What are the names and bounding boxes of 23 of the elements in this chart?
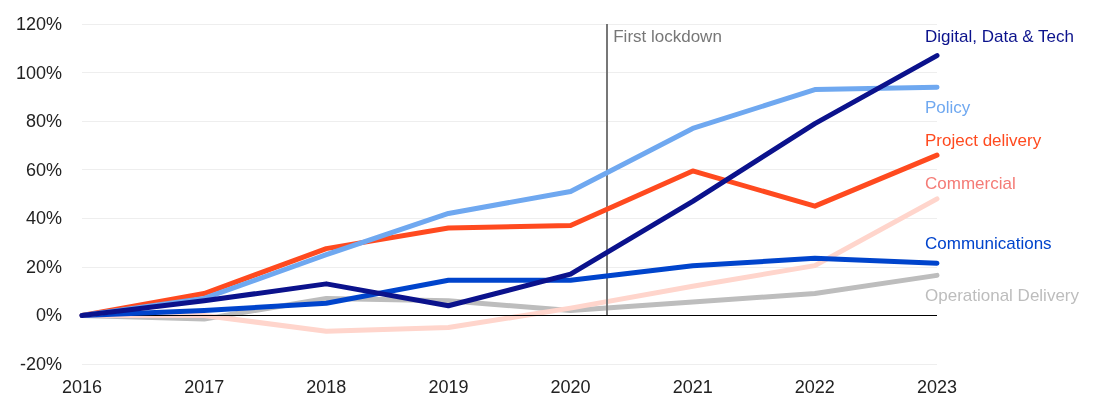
y-tick-label: 60% <box>25 159 62 180</box>
x-tick-label: 2020 <box>550 377 591 397</box>
series-label: Digital, Data & Tech <box>925 27 1074 47</box>
series-label: Policy <box>925 97 971 117</box>
y-tick-label: 40% <box>25 208 62 229</box>
x-tick-label: 2016 <box>61 377 103 397</box>
x-tick-label: 2022 <box>794 377 835 397</box>
y-tick-label: 120% <box>15 14 62 34</box>
y-tick-label: 80% <box>25 111 62 132</box>
y-tick-label: -20% <box>19 354 62 374</box>
y-tick-label: 100% <box>15 62 62 83</box>
ref-line-label: First lockdown <box>613 27 722 46</box>
x-tick-label: 2017 <box>184 377 225 397</box>
x-tick-label: 2018 <box>306 377 347 397</box>
x-tick-label: 2019 <box>428 377 469 397</box>
series-label: Project delivery <box>925 130 1042 150</box>
y-tick-label: 0% <box>35 305 62 326</box>
series-label: Communications <box>925 233 1052 253</box>
y-tick-label: 20% <box>25 256 62 277</box>
series-label: Commercial <box>925 174 1016 194</box>
series-label: Operational Delivery <box>925 285 1080 305</box>
x-tick-label: 2021 <box>672 377 713 397</box>
x-tick-label: 2023 <box>916 377 958 397</box>
